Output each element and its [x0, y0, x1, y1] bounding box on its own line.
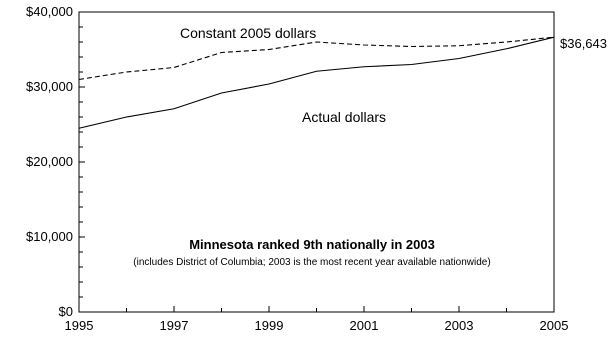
x-tick-label: 1995: [65, 318, 94, 333]
series-lines: [78, 36, 555, 129]
series-label-actual-dollars: Actual dollars: [302, 109, 386, 125]
y-axis: $0 $10,000 $20,000 $30,000 $40,000: [26, 4, 85, 319]
end-value-label: $36,643: [560, 36, 607, 51]
x-tick-label: 1997: [160, 318, 189, 333]
x-tick-label: 2005: [540, 318, 569, 333]
x-axis: 1995 1997 1999 2001 2003 2005: [65, 306, 569, 333]
y-tick-label: $40,000: [26, 4, 73, 19]
y-tick-label: $20,000: [26, 154, 73, 169]
series-label-constant-dollars: Constant 2005 dollars: [180, 25, 316, 41]
series-line-constant-dollars: [78, 36, 555, 81]
x-tick-label: 2003: [445, 318, 474, 333]
x-tick-label: 1999: [255, 318, 284, 333]
ranking-footnote: (includes District of Columbia; 2003 is …: [133, 257, 490, 268]
y-tick-label: $30,000: [26, 79, 73, 94]
ranking-annotation: Minnesota ranked 9th nationally in 2003: [189, 237, 435, 252]
x-tick-label: 2001: [350, 318, 379, 333]
series-line-actual-dollars: [78, 36, 555, 129]
y-tick-label: $10,000: [26, 229, 73, 244]
y-tick-label: $0: [59, 304, 73, 319]
